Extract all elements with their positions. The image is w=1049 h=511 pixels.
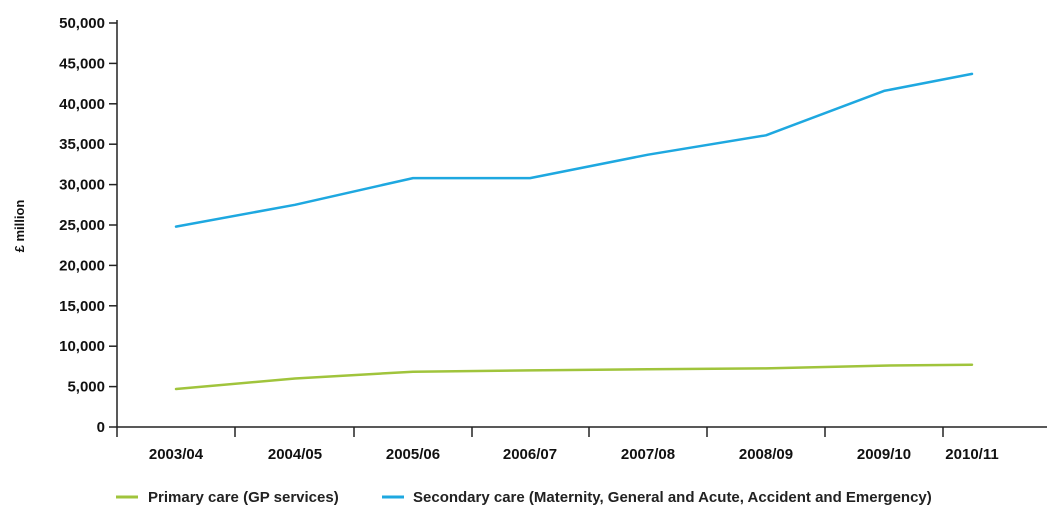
series-lines (174, 72, 974, 391)
x-tick-label: 2006/07 (503, 446, 557, 463)
y-tick-label: 5,000 (67, 379, 105, 396)
y-tick-label: 35,000 (59, 136, 105, 153)
x-tick-label: 2007/08 (621, 446, 675, 463)
y-tick-label: 25,000 (59, 217, 105, 234)
y-tick-label: 20,000 (59, 257, 105, 274)
x-tick-label: 2005/06 (386, 446, 440, 463)
x-tick-label: 2008/09 (739, 446, 793, 463)
y-tick-label: 30,000 (59, 177, 105, 194)
y-axis-title: £ million (12, 200, 27, 253)
legend-label: Primary care (GP services) (148, 489, 339, 506)
y-tick-label: 45,000 (59, 55, 105, 72)
y-tick-label: 0 (97, 419, 105, 436)
y-tick-label: 10,000 (59, 338, 105, 355)
y-axis: 0 5,000 10,000 15,000 20,000 25,000 30,000 35,0… (59, 15, 118, 436)
x-axis: 2003/04 2004/05 2005/06 2006/07 2007/08 2008/… (116, 426, 1047, 463)
x-tick-label: 2004/05 (268, 446, 322, 463)
x-tick-label: 2010/11 (945, 446, 998, 463)
y-tick-label: 50,000 (59, 15, 105, 32)
legend-label: Secondary care (Maternity, General and A… (413, 489, 932, 506)
x-tick-label: 2009/10 (857, 446, 911, 463)
y-tick-label: 40,000 (59, 96, 105, 113)
y-tick-label: 15,000 (59, 298, 105, 315)
x-tick-label: 2003/04 (149, 446, 204, 463)
secondary-care-line (174, 72, 974, 228)
primary-care-line (174, 363, 974, 391)
legend: Primary care (GP services) Secondary care… (116, 489, 932, 506)
